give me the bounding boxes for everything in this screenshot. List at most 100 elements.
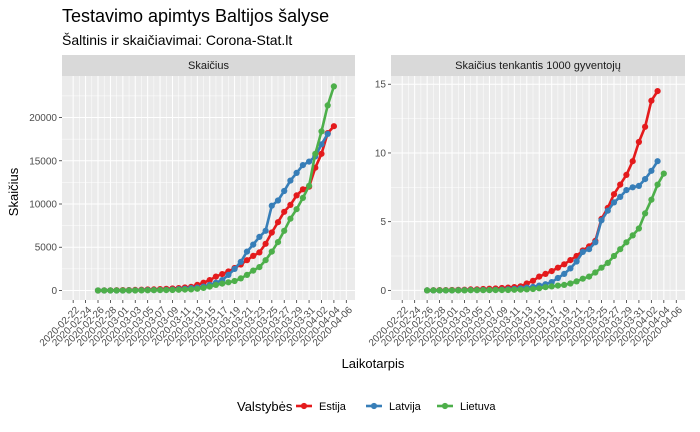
data-point-lietuva	[486, 287, 493, 294]
data-point-estija	[293, 192, 300, 199]
data-point-lietuva	[642, 210, 649, 217]
data-point-latvija	[324, 130, 331, 137]
legend-item-latvija: Latvija	[366, 401, 422, 413]
data-point-lietuva	[225, 279, 232, 286]
legend: Valstybės Estija Latvija Lietuva	[237, 399, 496, 414]
data-point-lietuva	[287, 215, 294, 222]
data-point-latvija	[281, 187, 288, 195]
legend-label: Latvija	[389, 401, 422, 413]
data-point-estija	[648, 97, 655, 104]
data-point-lietuva	[219, 280, 226, 287]
data-point-lietuva	[324, 102, 331, 109]
data-point-lietuva	[554, 282, 562, 289]
x-axis-title: Laikotarpis	[342, 356, 405, 371]
data-point-latvija	[648, 167, 655, 174]
data-point-latvija	[610, 199, 618, 206]
data-point-latvija	[287, 177, 294, 184]
data-point-estija	[529, 277, 537, 284]
data-point-latvija	[250, 241, 257, 248]
data-point-lietuva	[268, 248, 275, 255]
data-point-latvija	[274, 197, 282, 204]
legend-key-point	[441, 402, 449, 410]
data-point-estija	[287, 201, 294, 208]
data-point-lietuva	[610, 252, 618, 260]
data-point-estija	[206, 277, 213, 284]
data-point-estija	[554, 264, 562, 271]
data-point-lietuva	[430, 287, 437, 294]
data-point-lietuva	[212, 281, 219, 288]
data-point-latvija	[306, 158, 313, 165]
data-point-latvija	[592, 239, 599, 246]
data-point-estija	[542, 270, 549, 277]
data-point-estija	[219, 271, 226, 278]
data-point-lietuva	[455, 287, 462, 294]
y-tick-label: 5	[380, 217, 386, 228]
data-point-lietuva	[113, 287, 120, 294]
y-tick-label: 20000	[29, 113, 57, 124]
y-tick-label: 15000	[29, 156, 57, 167]
data-point-latvija	[554, 274, 562, 282]
data-point-lietuva	[306, 182, 313, 189]
data-point-latvija	[548, 279, 555, 286]
data-point-latvija	[262, 227, 269, 234]
data-point-latvija	[231, 265, 238, 272]
panel-1: Skaičius050001000015000200002020-02-2220…	[29, 55, 355, 349]
y-axis-title: Skaičius	[6, 167, 21, 216]
data-point-lietuva	[498, 287, 505, 294]
data-point-lietuva	[573, 278, 580, 285]
data-point-latvija	[237, 258, 244, 265]
data-point-lietuva	[250, 267, 257, 274]
data-point-estija	[268, 229, 275, 236]
data-point-estija	[330, 123, 337, 130]
data-point-latvija	[567, 265, 574, 272]
data-point-lietuva	[604, 259, 611, 266]
data-point-lietuva	[623, 239, 630, 246]
data-point-lietuva	[101, 287, 108, 294]
data-point-estija	[281, 208, 288, 215]
data-point-lietuva	[231, 277, 238, 285]
legend-item-lietuva: Lietuva	[437, 401, 496, 413]
y-tick-label: 0	[51, 286, 57, 297]
data-point-latvija	[598, 217, 605, 224]
data-point-lietuva	[654, 181, 661, 188]
data-point-lietuva	[536, 285, 543, 292]
data-point-latvija	[318, 141, 325, 148]
data-point-lietuva	[132, 287, 139, 294]
data-point-latvija	[617, 193, 624, 200]
data-point-latvija	[654, 158, 661, 165]
data-point-lietuva	[592, 269, 599, 276]
data-point-estija	[536, 273, 543, 280]
data-point-lietuva	[492, 287, 499, 294]
data-point-lietuva	[442, 287, 449, 294]
data-point-estija	[212, 273, 219, 280]
data-point-lietuva	[194, 285, 201, 292]
data-point-lietuva	[237, 275, 244, 282]
data-point-lietuva	[206, 283, 213, 290]
legend-label: Estija	[319, 401, 347, 413]
data-point-estija	[629, 158, 636, 165]
data-point-latvija	[256, 233, 263, 240]
data-point-lietuva	[473, 287, 481, 294]
data-point-lietuva	[157, 287, 164, 294]
data-point-lietuva	[635, 225, 643, 232]
chart-title: Testavimo apimtys Baltijos šalyse	[62, 6, 329, 26]
data-point-lietuva	[461, 287, 468, 294]
data-point-lietuva	[200, 284, 207, 291]
y-tick-label: 5000	[35, 243, 58, 254]
data-point-estija	[635, 138, 643, 146]
y-tick-label: 0	[380, 286, 386, 297]
data-point-latvija	[225, 271, 232, 278]
data-point-latvija	[629, 184, 636, 191]
data-point-latvija	[293, 169, 300, 176]
data-point-estija	[642, 123, 649, 130]
data-point-latvija	[573, 258, 580, 265]
data-point-lietuva	[274, 239, 282, 246]
data-point-latvija	[561, 270, 568, 277]
data-point-lietuva	[529, 285, 537, 293]
data-point-lietuva	[94, 287, 102, 294]
data-point-lietuva	[107, 287, 114, 294]
data-point-estija	[256, 249, 263, 256]
data-point-latvija	[642, 176, 649, 183]
data-point-lietuva	[293, 206, 300, 213]
